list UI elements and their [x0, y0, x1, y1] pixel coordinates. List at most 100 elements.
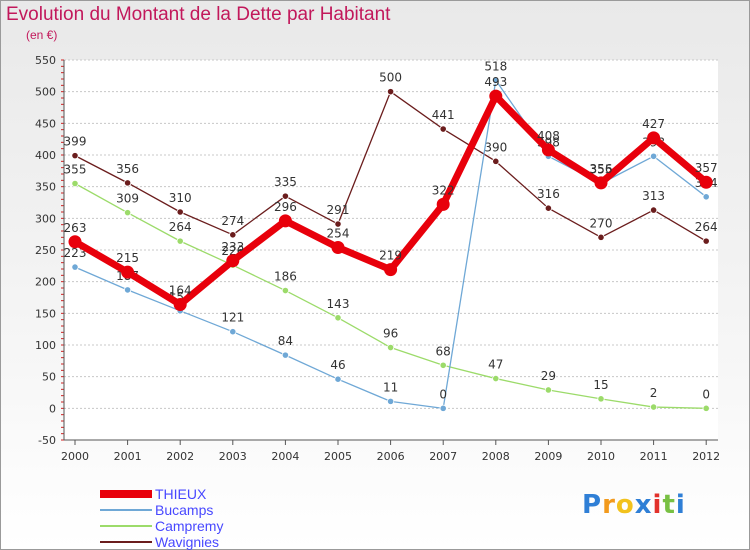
- data-label-campremy: 29: [541, 369, 556, 383]
- data-point-bucamps: [649, 152, 658, 160]
- y-tick-label: 350: [35, 181, 56, 194]
- data-point-wavignies: [597, 233, 605, 241]
- data-point-bucamps: [71, 263, 79, 271]
- logo-letter: i: [675, 490, 686, 520]
- data-label-bucamps: 84: [278, 334, 293, 348]
- data-point-wavignies: [439, 125, 447, 133]
- data-label-wavignies: 270: [590, 216, 613, 230]
- data-point-thieux: [331, 240, 345, 254]
- data-point-thieux: [489, 89, 503, 103]
- x-tick-label: 2000: [61, 450, 89, 463]
- data-label-thieux: 408: [537, 129, 560, 143]
- chart-title: Evolution du Montant de la Dette par Hab…: [6, 4, 391, 25]
- data-label-thieux: 322: [432, 183, 455, 197]
- data-label-thieux: 296: [274, 200, 297, 214]
- data-point-campremy: [649, 403, 658, 411]
- data-point-thieux: [647, 131, 661, 145]
- y-tick-label: 450: [35, 117, 56, 130]
- data-point-wavignies: [71, 152, 79, 160]
- y-tick-label: -50: [38, 434, 56, 447]
- legend-item-campremy: Campremy: [100, 518, 300, 534]
- data-point-wavignies: [702, 237, 710, 245]
- x-tick-label: 2005: [324, 450, 352, 463]
- data-point-wavignies: [649, 206, 658, 214]
- legend-swatch: [100, 486, 152, 502]
- data-label-campremy: 143: [327, 297, 350, 311]
- data-point-thieux: [699, 175, 713, 189]
- data-point-campremy: [597, 395, 605, 403]
- proxiti-logo: Proxiti: [582, 490, 686, 520]
- y-tick-label: 400: [35, 149, 56, 162]
- data-point-wavignies: [281, 192, 289, 200]
- y-tick-label: 500: [35, 86, 56, 99]
- y-tick-label: 100: [35, 339, 56, 352]
- data-label-bucamps: 518: [484, 59, 507, 73]
- data-label-thieux: 427: [642, 117, 665, 131]
- x-tick-label: 2010: [587, 450, 615, 463]
- data-label-campremy: 186: [274, 270, 297, 284]
- data-label-campremy: 355: [64, 163, 87, 177]
- data-point-bucamps: [124, 286, 132, 294]
- data-label-bucamps: 223: [64, 246, 87, 260]
- data-point-thieux: [173, 297, 187, 311]
- data-label-campremy: 264: [169, 220, 192, 234]
- legend-label: THIEUX: [155, 486, 207, 502]
- data-point-thieux: [121, 265, 135, 279]
- x-tick-label: 2002: [166, 450, 194, 463]
- x-tick-label: 2006: [377, 450, 405, 463]
- legend-label: Campremy: [155, 518, 224, 534]
- data-point-campremy: [71, 179, 79, 188]
- data-point-wavignies: [386, 88, 395, 96]
- y-tick-label: 550: [35, 54, 56, 67]
- data-label-thieux: 164: [169, 283, 192, 297]
- data-point-thieux: [594, 176, 608, 190]
- x-tick-label: 2009: [534, 450, 562, 463]
- data-point-campremy: [124, 209, 132, 217]
- data-label-wavignies: 335: [274, 175, 297, 189]
- legend-swatch: [100, 518, 152, 534]
- data-point-thieux: [436, 197, 450, 211]
- legend-item-wavignies: Wavignies: [100, 534, 300, 550]
- logo-letter: t: [662, 490, 676, 520]
- data-point-wavignies: [176, 208, 184, 216]
- data-point-thieux: [226, 254, 240, 268]
- data-point-thieux: [541, 143, 555, 157]
- data-label-thieux: 219: [379, 249, 402, 263]
- data-point-wavignies: [334, 220, 342, 228]
- x-tick-label: 2008: [482, 450, 510, 463]
- data-label-wavignies: 274: [221, 214, 244, 228]
- data-label-wavignies: 313: [642, 189, 665, 203]
- data-point-thieux: [68, 235, 82, 249]
- legend-item-bucamps: Bucamps: [100, 502, 300, 518]
- data-label-campremy: 2: [650, 386, 658, 400]
- y-tick-label: 0: [49, 402, 56, 415]
- data-point-campremy: [492, 374, 500, 383]
- data-point-bucamps: [386, 397, 395, 405]
- data-label-campremy: 309: [116, 192, 139, 206]
- data-label-wavignies: 356: [116, 162, 139, 176]
- data-label-campremy: 15: [593, 378, 608, 392]
- data-point-wavignies: [544, 204, 553, 212]
- data-point-campremy: [439, 361, 447, 369]
- data-point-bucamps: [229, 328, 237, 336]
- x-tick-label: 2007: [429, 450, 457, 463]
- data-label-wavignies: 291: [327, 203, 350, 217]
- data-point-campremy: [334, 314, 342, 322]
- data-point-bucamps: [334, 375, 342, 383]
- data-label-campremy: 47: [488, 358, 503, 372]
- data-point-bucamps: [492, 76, 500, 84]
- data-label-bucamps: 355: [590, 163, 613, 177]
- y-tick-label: 250: [35, 244, 56, 257]
- data-label-wavignies: 390: [484, 140, 507, 154]
- data-point-bucamps: [281, 351, 289, 359]
- data-label-wavignies: 316: [537, 187, 560, 201]
- data-label-bucamps: 121: [221, 311, 244, 325]
- y-tick-label: 200: [35, 276, 56, 289]
- data-label-thieux: 233: [221, 240, 244, 254]
- data-point-campremy: [544, 386, 553, 394]
- data-point-campremy: [386, 343, 395, 352]
- legend: THIEUX Bucamps Campremy Wavignies: [100, 486, 300, 550]
- data-label-campremy: 0: [702, 387, 710, 401]
- x-tick-label: 2011: [640, 450, 668, 463]
- data-label-wavignies: 500: [379, 71, 402, 85]
